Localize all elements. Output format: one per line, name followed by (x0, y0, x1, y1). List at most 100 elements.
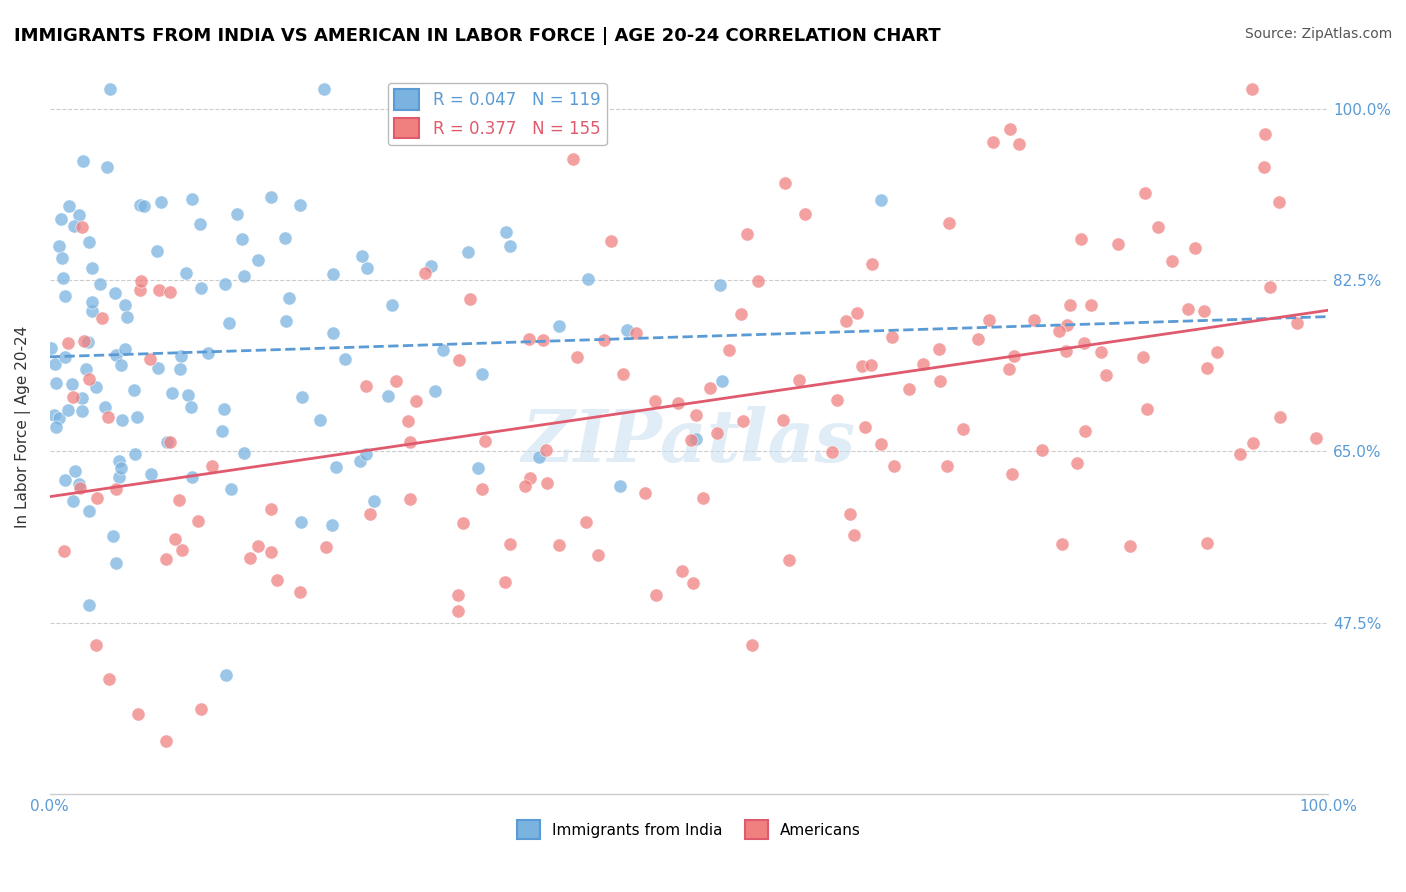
Immigrants from India (527, 450, 550, 465)
Immigrants from India (321, 517, 343, 532)
Americans (399, 491, 422, 506)
Americans (385, 375, 408, 389)
Americans (494, 574, 516, 589)
Immigrants from India (48, 239, 70, 253)
Americans (685, 408, 707, 422)
Immigrants from India (108, 454, 131, 468)
Immigrants from India (155, 435, 177, 450)
Americans (155, 552, 177, 566)
Americans (474, 434, 496, 449)
Americans (666, 396, 689, 410)
Americans (671, 564, 693, 578)
Immigrants from India (214, 401, 236, 416)
Immigrants from India (290, 515, 312, 529)
Americans (396, 414, 419, 428)
Americans (548, 538, 571, 552)
Immigrants from India (44, 357, 66, 371)
Immigrants from India (274, 314, 297, 328)
Americans (104, 482, 127, 496)
Immigrants from India (363, 494, 385, 508)
Americans (517, 332, 540, 346)
Americans (56, 336, 79, 351)
Immigrants from India (356, 447, 378, 461)
Immigrants from India (499, 239, 522, 253)
Immigrants from India (219, 482, 242, 496)
Immigrants from India (96, 160, 118, 174)
Americans (1073, 335, 1095, 350)
Americans (69, 481, 91, 495)
Immigrants from India (547, 318, 569, 333)
Immigrants from India (180, 470, 202, 484)
Americans (938, 216, 960, 230)
Immigrants from India (381, 298, 404, 312)
Immigrants from India (232, 268, 254, 283)
Americans (1184, 241, 1206, 255)
Immigrants from India (115, 310, 138, 324)
Immigrants from India (356, 260, 378, 275)
Immigrants from India (211, 424, 233, 438)
Americans (1056, 318, 1078, 332)
Immigrants from India (60, 377, 83, 392)
Immigrants from India (420, 260, 443, 274)
Americans (967, 332, 990, 346)
Immigrants from India (576, 272, 599, 286)
Immigrants from India (162, 386, 184, 401)
Americans (679, 433, 702, 447)
Americans (718, 343, 741, 357)
Americans (644, 394, 666, 409)
Immigrants from India (150, 194, 173, 209)
Americans (1080, 298, 1102, 312)
Americans (586, 549, 609, 563)
Americans (1132, 351, 1154, 365)
Americans (981, 135, 1004, 149)
Immigrants from India (278, 291, 301, 305)
Immigrants from India (291, 390, 314, 404)
Americans (399, 435, 422, 450)
Americans (139, 351, 162, 366)
Americans (413, 267, 436, 281)
Americans (998, 361, 1021, 376)
Immigrants from India (77, 598, 100, 612)
Americans (531, 334, 554, 348)
Immigrants from India (56, 403, 79, 417)
Immigrants from India (84, 380, 107, 394)
Americans (356, 379, 378, 393)
Americans (842, 528, 865, 542)
Americans (1160, 254, 1182, 268)
Americans (315, 540, 337, 554)
Immigrants from India (82, 304, 104, 318)
Americans (929, 374, 952, 388)
Immigrants from India (110, 359, 132, 373)
Immigrants from India (333, 351, 356, 366)
Immigrants from India (63, 464, 86, 478)
Immigrants from India (89, 277, 111, 291)
Immigrants from India (67, 477, 90, 491)
Immigrants from India (77, 335, 100, 350)
Americans (447, 604, 470, 618)
Americans (1119, 540, 1142, 554)
Americans (155, 734, 177, 748)
Americans (1136, 401, 1159, 416)
Americans (821, 445, 844, 459)
Americans (129, 283, 152, 297)
Immigrants from India (79, 235, 101, 250)
Immigrants from India (174, 266, 197, 280)
Americans (898, 382, 921, 396)
Immigrants from India (39, 341, 62, 355)
Americans (458, 292, 481, 306)
Immigrants from India (349, 453, 371, 467)
Americans (1107, 237, 1129, 252)
Americans (127, 706, 149, 721)
Americans (519, 471, 541, 485)
Immigrants from India (148, 360, 170, 375)
Immigrants from India (432, 343, 454, 358)
Americans (567, 351, 589, 365)
Americans (1047, 324, 1070, 338)
Americans (846, 306, 869, 320)
Americans (170, 543, 193, 558)
Americans (77, 372, 100, 386)
Immigrants from India (274, 231, 297, 245)
Americans (62, 390, 84, 404)
Immigrants from India (288, 198, 311, 212)
Americans (266, 574, 288, 588)
